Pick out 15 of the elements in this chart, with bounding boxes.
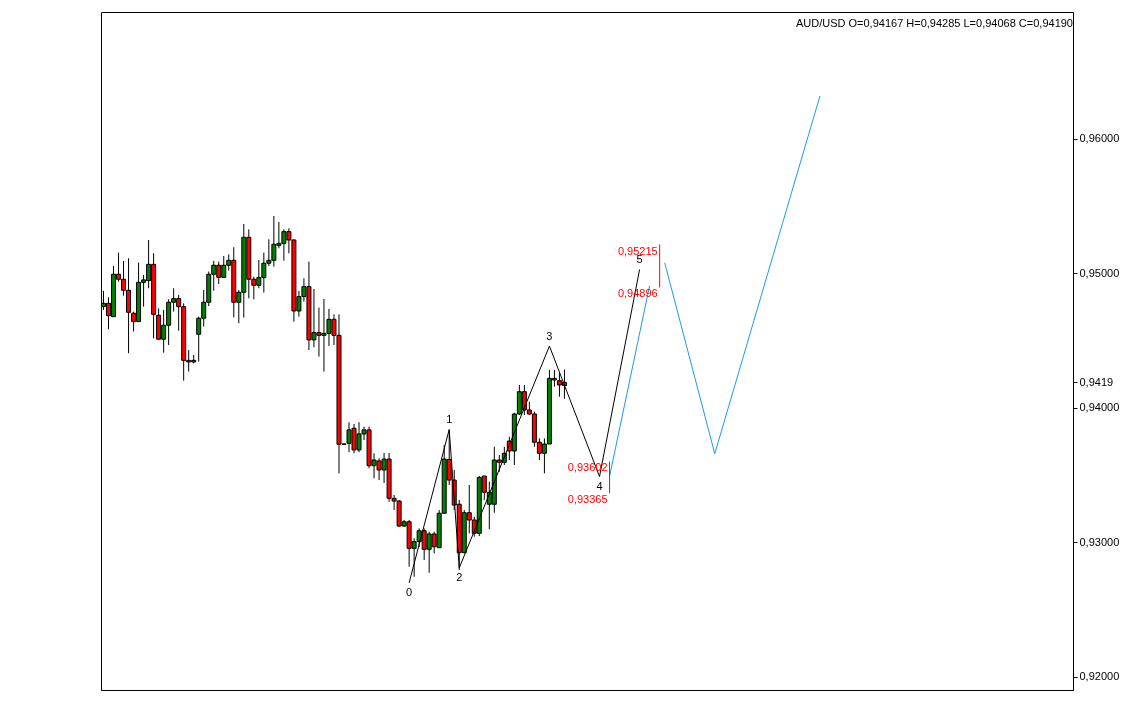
annotation: 3 [546,330,553,343]
y-tick-label: 0,93000 [1079,535,1120,548]
y-tick-label: 0,95000 [1079,266,1120,279]
candlestick [156,307,162,340]
y-tick-label: 0,9419 [1079,375,1114,388]
annotation: 1 [446,413,453,426]
y-tick-label: 0,94000 [1079,401,1120,414]
annotation: 0 [406,585,413,598]
y-tick-label: 0,92000 [1079,670,1120,683]
annotation: 2 [456,571,463,584]
y-tick-label: 0,96000 [1079,132,1120,145]
annotation: 0,93365 [567,493,608,506]
chart-title: AUD/USD O=0,94167 H=0,94285 L=0,94068 C=0,94190 [795,17,1073,29]
annotation: 4 [596,479,603,492]
annotation: 0,95215 [617,244,658,257]
